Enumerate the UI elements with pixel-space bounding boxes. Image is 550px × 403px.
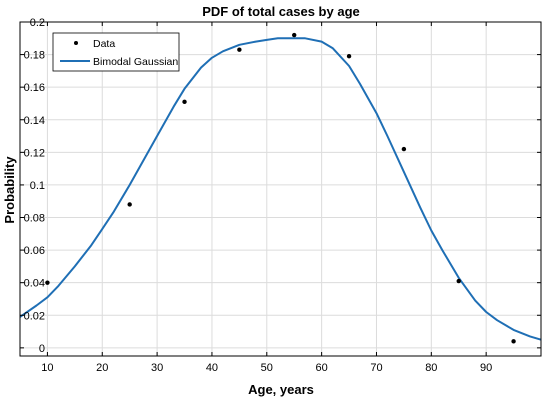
data-point bbox=[456, 278, 461, 284]
x-tick-label: 40 bbox=[206, 362, 218, 374]
legend: Data Bimodal Gaussian bbox=[52, 32, 180, 72]
x-axis-label: Age, years bbox=[248, 382, 314, 397]
y-tick-label: 0.02 bbox=[24, 310, 45, 322]
x-tick-label: 30 bbox=[151, 362, 163, 374]
data-point bbox=[346, 54, 352, 59]
data-point bbox=[511, 339, 516, 344]
data-point bbox=[401, 146, 407, 152]
y-tick-label: 0.16 bbox=[24, 82, 45, 94]
legend-box bbox=[52, 32, 180, 72]
x-tick-label: 60 bbox=[316, 362, 328, 374]
y-tick-label: 0 bbox=[39, 343, 45, 355]
ticks bbox=[20, 21, 541, 356]
x-tick-label: 50 bbox=[261, 362, 273, 374]
grid-lines bbox=[20, 21, 541, 356]
x-tick-label: 10 bbox=[41, 362, 53, 374]
plot-frame bbox=[19, 21, 542, 357]
x-tick-label: 20 bbox=[96, 362, 108, 374]
y-tick-label: 0.18 bbox=[24, 50, 45, 62]
x-tick-label: 90 bbox=[480, 362, 492, 374]
data-point bbox=[45, 280, 50, 285]
legend-data-marker bbox=[74, 41, 78, 45]
y-tick-label: 0.06 bbox=[24, 245, 45, 257]
data-point bbox=[127, 202, 132, 207]
y-tick-label: 0.1 bbox=[30, 180, 45, 192]
legend-gaussian-label: Bimodal Gaussian bbox=[93, 56, 178, 68]
x-tick-label: 70 bbox=[370, 362, 382, 374]
data-point bbox=[292, 32, 297, 38]
legend-data-label: Data bbox=[93, 38, 115, 50]
y-axis-label: Probability bbox=[2, 156, 17, 224]
data-point bbox=[237, 47, 242, 52]
y-tick-label: 0.08 bbox=[24, 213, 45, 225]
y-tick-label: 0.14 bbox=[24, 115, 45, 127]
data-point bbox=[182, 99, 187, 105]
y-tick-label: 0.2 bbox=[30, 17, 45, 29]
chart-title: PDF of total cases by age bbox=[202, 4, 360, 19]
y-tick-label: 0.12 bbox=[24, 147, 45, 159]
plot-background bbox=[20, 22, 541, 356]
gaussian-curve bbox=[19, 37, 542, 341]
series-layer bbox=[19, 32, 542, 344]
y-tick-label: 0.04 bbox=[24, 278, 45, 290]
x-tick-label: 80 bbox=[425, 362, 437, 374]
tick-labels: 10 20 30 40 50 60 70 80 90 0 0.02 0.04 0.06 0.08 0.1 0.… bbox=[24, 17, 493, 374]
